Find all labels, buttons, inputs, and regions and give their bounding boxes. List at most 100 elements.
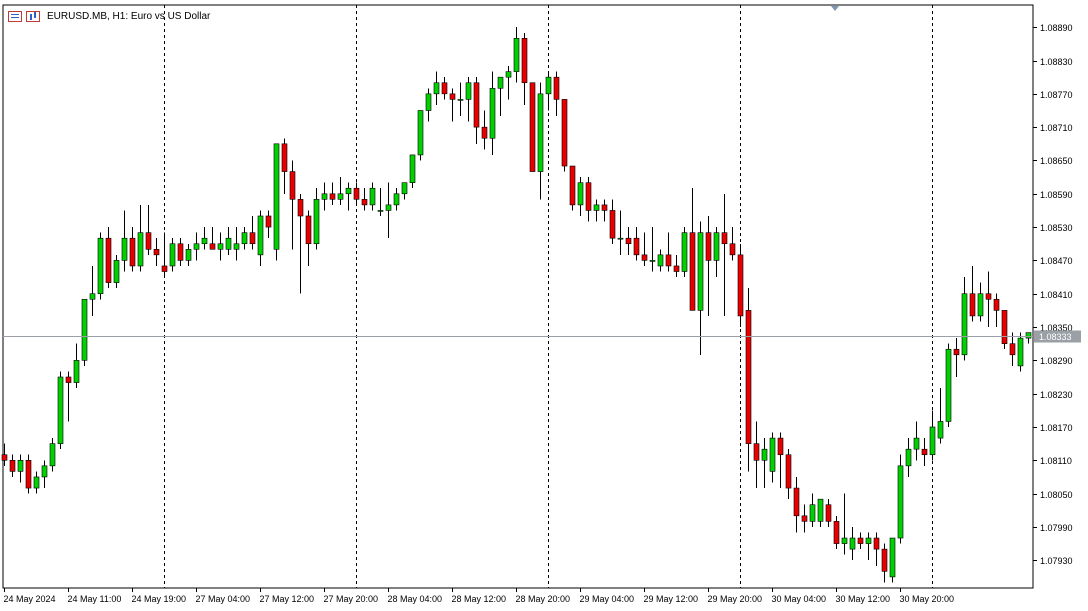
bear-candle-body	[297, 199, 304, 217]
candle	[577, 177, 584, 216]
candle	[1009, 332, 1016, 366]
bear-candle-body	[289, 171, 296, 200]
bear-candle-body	[1, 454, 8, 461]
candle	[729, 227, 736, 261]
bull-candle-body	[489, 87, 496, 139]
bear-candle-body	[529, 82, 536, 172]
candle	[561, 99, 568, 172]
candle	[841, 493, 848, 555]
bear-candle-body	[145, 232, 152, 250]
candle	[825, 499, 832, 527]
bear-candle-body	[801, 515, 808, 522]
candle	[969, 265, 976, 322]
candle	[721, 193, 728, 316]
bull-candle-body	[49, 443, 56, 467]
current-price-label: 1.08333	[1039, 332, 1072, 342]
bull-candle-body	[257, 215, 264, 256]
bull-candle-body	[577, 182, 584, 206]
candle	[585, 177, 592, 222]
candle	[817, 498, 824, 527]
chart-shift-marker-icon[interactable]	[831, 6, 839, 11]
bear-candle-body	[729, 243, 736, 256]
candle	[553, 71, 560, 117]
bear-candle-body	[153, 249, 160, 256]
x-tick-label: 29 May 12:00	[644, 594, 699, 604]
candle	[329, 182, 336, 205]
chart-header: EURUSD.MB, H1: Euro vs US Dollar	[8, 9, 210, 23]
bull-candle-body	[681, 232, 688, 272]
candle	[649, 227, 656, 272]
candle	[233, 227, 240, 261]
candle	[601, 199, 608, 222]
bear-candle-body	[993, 298, 1000, 311]
candle	[201, 227, 208, 250]
bear-candle-body	[665, 254, 672, 267]
bear-candle-body	[921, 448, 928, 456]
candle	[417, 110, 424, 161]
bull-candle-body	[913, 437, 920, 450]
bull-candle-body	[321, 193, 328, 200]
bear-candle-body	[329, 193, 336, 200]
bear-candle-body	[249, 232, 256, 245]
candle	[273, 143, 280, 261]
bear-candle-body	[561, 99, 568, 167]
candle	[441, 77, 448, 100]
candle	[225, 227, 232, 255]
bear-candle-body	[361, 199, 368, 206]
candle	[129, 227, 136, 272]
time-axis[interactable]: 24 May 2024 24 May 11:00 24 May 19:00 27 Ma…	[4, 588, 955, 604]
candle	[1017, 332, 1024, 372]
candle	[193, 232, 200, 261]
candle	[705, 215, 712, 316]
candle	[281, 138, 288, 194]
bear-candle-body	[721, 232, 728, 245]
chart-bars-icon[interactable]	[26, 10, 40, 22]
candle	[497, 76, 504, 117]
candle	[433, 71, 440, 105]
candle	[913, 421, 920, 461]
bull-candle-body	[401, 182, 408, 195]
bear-candle-body	[441, 82, 448, 95]
bear-candle-body	[161, 265, 168, 272]
bull-candle-body	[81, 298, 88, 361]
candle	[393, 188, 400, 211]
y-tick-label: 1.08470	[1040, 256, 1073, 266]
y-tick-label: 1.07990	[1040, 523, 1073, 533]
candle	[241, 227, 248, 250]
candle	[761, 438, 768, 489]
bull-candle-body	[865, 537, 872, 544]
candle	[265, 210, 272, 239]
candle	[121, 210, 128, 272]
bear-candle-body	[753, 443, 760, 461]
bear-candle-body	[633, 237, 640, 256]
x-tick-label: 27 May 04:00	[196, 594, 251, 604]
price-axis[interactable]: 1.08890 1.08830 1.08770 1.08710 1.08650 1.085…	[1033, 23, 1073, 566]
candle	[937, 388, 944, 444]
x-tick-label: 30 May 04:00	[772, 594, 827, 604]
bull-candle-body	[929, 426, 936, 456]
candle	[617, 210, 624, 255]
bear-candle-body	[353, 187, 360, 200]
bull-candle-body	[225, 237, 232, 250]
current-price-tag: 1.08333	[1034, 330, 1081, 343]
bull-candle-body	[89, 293, 96, 300]
candle	[697, 221, 704, 355]
candle	[297, 193, 304, 294]
bear-candle-body	[953, 348, 960, 356]
bear-candle-body	[625, 237, 632, 245]
candle	[633, 227, 640, 261]
bull-candle-body	[465, 82, 472, 100]
candle	[345, 182, 352, 211]
bear-candle-body	[129, 237, 136, 267]
order-list-icon[interactable]	[8, 10, 22, 22]
y-tick-label: 1.08890	[1040, 23, 1073, 33]
bull-candle-body	[897, 465, 904, 539]
candle	[369, 182, 376, 211]
candle	[785, 449, 792, 500]
candles	[1, 27, 1032, 583]
candle	[337, 177, 344, 205]
candle	[305, 210, 312, 266]
candle	[473, 77, 480, 144]
candle	[569, 165, 576, 211]
